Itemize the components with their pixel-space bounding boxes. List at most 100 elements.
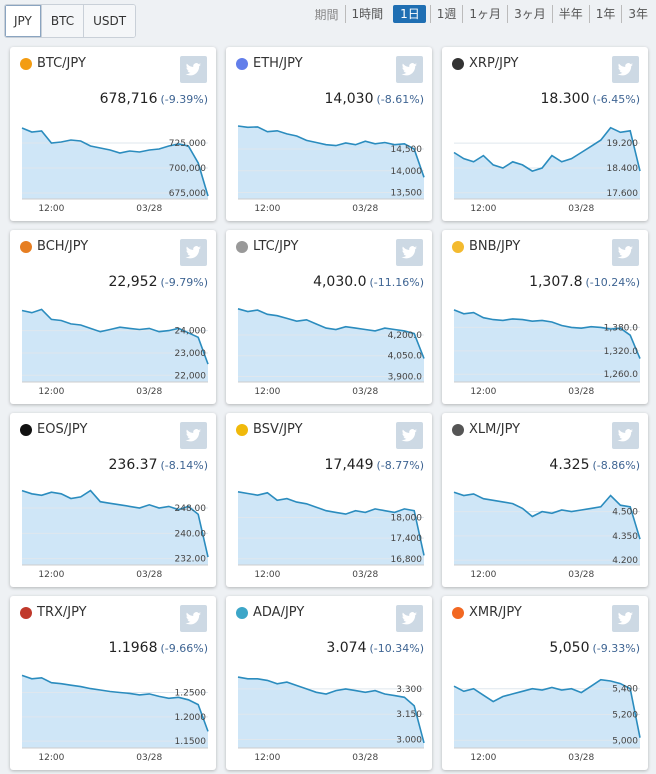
y-tick-label: 3.000 <box>396 736 422 746</box>
twitter-button[interactable] <box>612 422 639 449</box>
price: 4,030.0 <box>313 274 367 290</box>
twitter-button[interactable] <box>180 605 207 632</box>
coin-icon <box>20 607 32 619</box>
price-change: (-6.45%) <box>592 93 641 106</box>
pair-name: TRX/JPY <box>37 605 87 620</box>
pair-name: BNB/JPY <box>469 239 521 254</box>
twitter-button[interactable] <box>180 56 207 83</box>
line <box>237 125 425 178</box>
y-tick-label: 248.00 <box>175 504 207 514</box>
line <box>453 678 641 738</box>
price-change: (-8.86%) <box>592 459 641 472</box>
price-row: 18.300 (-6.45%) <box>541 88 641 107</box>
period-option[interactable]: 1年 <box>588 5 622 23</box>
period-option[interactable]: 3年 <box>621 5 654 23</box>
y-tick-label: 22,000 <box>175 371 207 381</box>
area <box>22 128 208 199</box>
ticker-card: BCH/JPY 22,952 (-9.79%) 22,000 23,000 24,000 1… <box>10 230 216 404</box>
period-option[interactable]: 3ヶ月 <box>507 5 552 23</box>
line <box>453 491 641 540</box>
twitter-button[interactable] <box>396 56 423 83</box>
period-option[interactable]: 1日 <box>393 5 426 23</box>
twitter-button[interactable] <box>612 239 639 266</box>
period-label: 期間 <box>314 7 339 22</box>
pair-name: EOS/JPY <box>37 422 88 437</box>
area <box>22 675 208 748</box>
y-tick-label: 4.200 <box>612 556 638 566</box>
y-tick-label: 19.200 <box>607 139 639 149</box>
price: 14,030 <box>324 91 374 107</box>
pair-name: ADA/JPY <box>253 605 305 620</box>
period-option[interactable]: 1時間 <box>344 5 390 23</box>
price-row: 5,050 (-9.33%) <box>549 637 640 656</box>
y-tick-label: 1.1500 <box>175 737 207 747</box>
x-tick-label: 03/28 <box>568 204 594 214</box>
sparkline-chart: 17.600 18.400 19.200 12:00 03/28 <box>453 126 641 214</box>
y-tick-label: 240.00 <box>175 529 207 539</box>
y-tick-label: 5,400 <box>612 685 638 695</box>
price: 678,716 <box>99 91 158 107</box>
line <box>21 674 209 732</box>
y-tick-label: 4.500 <box>612 508 638 518</box>
x-tick-label: 12:00 <box>38 387 64 397</box>
twitter-button[interactable] <box>612 605 639 632</box>
twitter-button[interactable] <box>396 605 423 632</box>
y-tick-label: 1.2500 <box>175 688 207 698</box>
line <box>237 491 425 556</box>
ticker-card: XRP/JPY 18.300 (-6.45%) 17.600 18.400 19.200 1… <box>442 47 648 221</box>
pair-name: XRP/JPY <box>469 56 519 71</box>
ticker-card: ADA/JPY 3.074 (-10.34%) 3.000 3.150 3.300 12:0… <box>226 596 432 770</box>
twitter-button[interactable] <box>396 239 423 266</box>
x-tick-label: 03/28 <box>568 570 594 580</box>
twitter-icon <box>401 429 417 442</box>
ticker-card: TRX/JPY 1.1968 (-9.66%) 1.1500 1.2000 1.2500 1… <box>10 596 216 770</box>
twitter-icon <box>185 246 201 259</box>
price-change: (-10.34%) <box>369 642 425 655</box>
coin-icon <box>20 424 32 436</box>
ticker-card: ETH/JPY 14,030 (-8.61%) 13,500 14,000 14,500 1… <box>226 47 432 221</box>
twitter-button[interactable] <box>180 422 207 449</box>
ticker-card: BTC/JPY 678,716 (-9.39%) 675,000 700,000 725,… <box>10 47 216 221</box>
price-row: 678,716 (-9.39%) <box>100 88 208 107</box>
twitter-icon <box>401 246 417 259</box>
price-change: (-9.33%) <box>592 642 641 655</box>
sparkline-chart: 13,500 14,000 14,500 12:00 03/28 <box>237 125 425 214</box>
y-tick-label: 3,900.0 <box>388 372 423 382</box>
price-change: (-11.16%) <box>369 276 425 289</box>
coin-icon <box>452 241 464 253</box>
area <box>238 677 424 748</box>
sparkline-chart: 4.200 4.350 4.500 12:00 03/28 <box>453 491 641 580</box>
area <box>454 492 640 565</box>
ticker-card: XMR/JPY 5,050 (-9.33%) 5,000 5,200 5,400 12:00… <box>442 596 648 770</box>
ticker-card: EOS/JPY 236.37 (-8.14%) 232.00 240.00 248.00 1… <box>10 413 216 587</box>
twitter-icon <box>617 429 633 442</box>
price: 22,952 <box>108 274 158 290</box>
x-tick-label: 12:00 <box>254 753 280 763</box>
price: 3.074 <box>326 640 367 656</box>
period-option[interactable]: 1ヶ月 <box>462 5 507 23</box>
period-option[interactable]: 1週 <box>429 5 463 23</box>
x-tick-label: 03/28 <box>136 753 162 763</box>
y-tick-label: 24,000 <box>175 327 207 337</box>
currency-tab[interactable]: BTC <box>40 5 84 37</box>
twitter-button[interactable] <box>396 422 423 449</box>
currency-tab[interactable]: USDT <box>83 5 136 37</box>
price-row: 4,030.0 (-11.16%) <box>313 271 424 290</box>
area <box>238 308 424 382</box>
twitter-button[interactable] <box>180 239 207 266</box>
x-tick-label: 03/28 <box>568 387 594 397</box>
period-option[interactable]: 半年 <box>551 5 589 23</box>
x-tick-label: 03/28 <box>352 753 378 763</box>
twitter-button[interactable] <box>612 56 639 83</box>
x-tick-label: 03/28 <box>352 570 378 580</box>
line <box>237 308 425 359</box>
coin-icon <box>236 424 248 436</box>
price-row: 1.1968 (-9.66%) <box>109 637 209 656</box>
y-tick-label: 1,320.0 <box>604 347 639 357</box>
sparkline-chart: 3.000 3.150 3.300 12:00 03/28 <box>237 676 425 763</box>
y-tick-label: 1.2000 <box>175 713 207 723</box>
line <box>21 127 209 197</box>
pair-name: ETH/JPY <box>253 56 303 71</box>
price-change: (-9.79%) <box>160 276 209 289</box>
currency-tab[interactable]: JPY <box>5 5 41 37</box>
